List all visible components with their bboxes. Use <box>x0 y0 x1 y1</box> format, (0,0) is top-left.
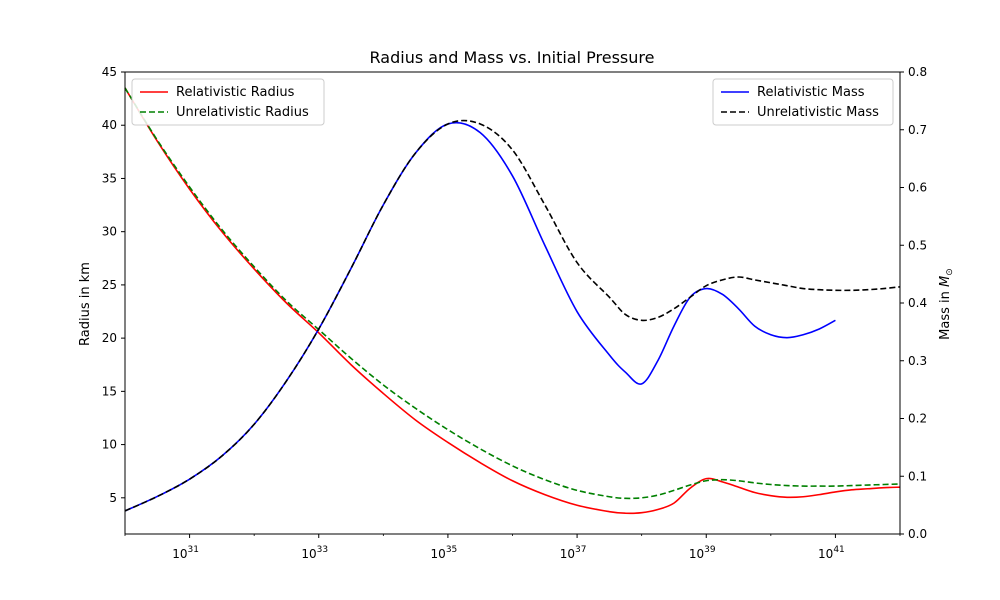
x-tick-label: 1035 <box>431 545 458 561</box>
y-right-tick-label: 0.5 <box>908 238 927 252</box>
x-tick-label: 1037 <box>560 545 587 561</box>
y-right-tick-label: 0.3 <box>908 354 927 368</box>
legend-box <box>131 78 325 126</box>
series-line-relativistic-mass <box>124 121 836 512</box>
y-left-tick-label: 40 <box>102 118 117 132</box>
y-right-tick-label: 0.7 <box>908 123 927 137</box>
y-left-tick-label: 30 <box>102 225 117 239</box>
legend-label-unrelativistic-mass: Unrelativistic Mass <box>757 105 879 120</box>
y-right-tick-label: 0.6 <box>908 181 927 195</box>
legend-radius: Relativistic Radius Unrelativistic Radius <box>131 78 325 126</box>
series-line-unrelativistic-radius <box>124 87 901 500</box>
y-right-tick-label: 0.8 <box>908 65 927 79</box>
x-tick-label: 1031 <box>172 545 199 561</box>
y-left-tick-label: 35 <box>102 171 117 185</box>
x-tick-label: 1041 <box>818 545 845 561</box>
legend-label-relativistic-radius: Relativistic Radius <box>176 85 295 100</box>
y-left-tick-label: 15 <box>102 384 117 398</box>
y-right-tick-label: 0.4 <box>908 296 927 310</box>
legend-box <box>712 78 894 126</box>
y-right-tick-label: 0.1 <box>908 469 927 483</box>
y-left-tick-label: 5 <box>109 491 117 505</box>
legend-label-unrelativistic-radius: Unrelativistic Radius <box>176 105 309 120</box>
y-left-tick-label: 25 <box>102 278 117 292</box>
y-left-axis-label: Radius in km <box>78 262 93 346</box>
series-line-unrelativistic-mass <box>124 119 901 512</box>
y-left-tick-label: 20 <box>102 331 117 345</box>
series-line-relativistic-radius <box>124 87 901 515</box>
plot-lines <box>124 87 901 515</box>
legend-label-relativistic-mass: Relativistic Mass <box>757 85 865 100</box>
y-left-tick-label: 10 <box>102 438 117 452</box>
plot-frame <box>124 71 901 535</box>
y-right-tick-label: 0.0 <box>908 527 927 541</box>
axis-ticks: 1031 1033 1035 1037 1039 1041 5 10 15 20 25 30 35 40 4… <box>102 65 927 561</box>
x-tick-label: 1033 <box>301 545 328 561</box>
chart-title: Radius and Mass vs. Initial Pressure <box>370 48 655 67</box>
legend-mass: Relativistic Mass Unrelativistic Mass <box>712 78 894 126</box>
y-left-tick-label: 45 <box>102 65 117 79</box>
y-right-tick-label: 0.2 <box>908 412 927 426</box>
y-right-axis-label: Mass in M⊙ <box>938 268 955 340</box>
x-tick-label: 1039 <box>689 545 716 561</box>
